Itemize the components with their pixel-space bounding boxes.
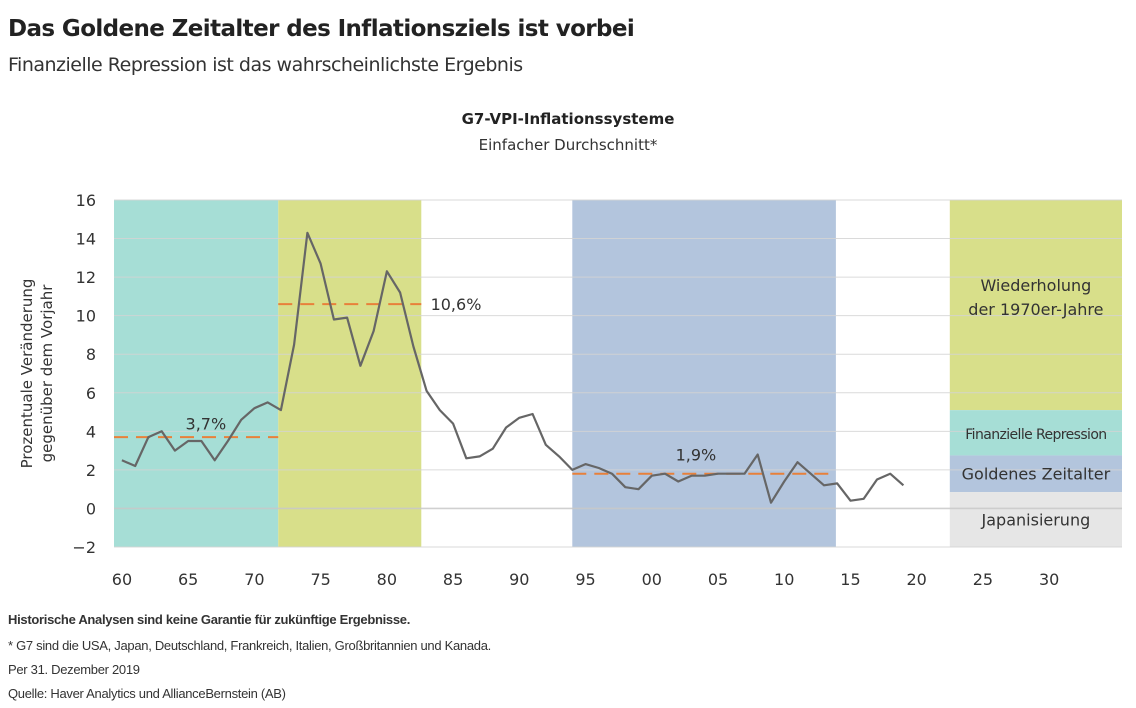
footer-note: * G7 sind die USA, Japan, Deutschland, F… bbox=[8, 638, 491, 653]
scenario-band bbox=[949, 410, 1122, 456]
scenario-band bbox=[949, 200, 1122, 411]
x-tick-label: 20 bbox=[907, 570, 927, 589]
x-tick-label: 90 bbox=[509, 570, 529, 589]
y-tick-label: 6 bbox=[86, 384, 96, 403]
x-tick-label: 70 bbox=[244, 570, 264, 589]
x-tick-label: 30 bbox=[1039, 570, 1059, 589]
y-tick-label: 0 bbox=[86, 499, 96, 518]
x-tick-label: 85 bbox=[443, 570, 463, 589]
regime-bands bbox=[114, 200, 836, 547]
scenario-panel bbox=[949, 200, 1122, 547]
scenario-label: der 1970er-Jahre bbox=[968, 300, 1103, 319]
x-tick-label: 00 bbox=[642, 570, 662, 589]
x-tick-label: 05 bbox=[708, 570, 728, 589]
average-lines bbox=[114, 303, 831, 475]
regime-1970s bbox=[278, 200, 422, 547]
regime-1960s bbox=[114, 200, 279, 547]
average-label: 1,9% bbox=[676, 445, 717, 464]
scenario-band bbox=[949, 455, 1122, 493]
average-label: 10,6% bbox=[431, 295, 482, 314]
footer-source: Quelle: Haver Analytics und AllianceBern… bbox=[8, 686, 286, 701]
page-title: Das Goldene Zeitalter des Inflationsziel… bbox=[8, 16, 635, 42]
chart-subtitle: Einfacher Durchschnitt* bbox=[478, 136, 658, 154]
series-line bbox=[121, 231, 905, 504]
x-tick-label: 60 bbox=[112, 570, 132, 589]
scenario-band bbox=[949, 492, 1122, 547]
y-tick-label: 2 bbox=[86, 461, 96, 480]
chart-title: G7-VPI-Inflationssysteme bbox=[461, 110, 675, 128]
y-tick-label: 4 bbox=[86, 422, 96, 441]
y-axis-label-line: gegenüber dem Vorjahr bbox=[38, 284, 56, 463]
footer-disclaimer: Historische Analysen sind keine Garantie… bbox=[8, 612, 411, 627]
x-tick-label: 75 bbox=[310, 570, 330, 589]
footer-date: Per 31. Dezember 2019 bbox=[8, 662, 140, 677]
chart-canvas: 3,7% 10,6% 1,9% Wiederholung der 1970er-Jahr… bbox=[18, 191, 1122, 589]
x-tick-label: 10 bbox=[774, 570, 794, 589]
page-subtitle: Finanzielle Repression ist das wahrschei… bbox=[8, 54, 523, 76]
y-axis-label: Prozentuale Veränderung gegenüber dem Vor… bbox=[18, 279, 56, 469]
gridlines bbox=[114, 199, 1122, 548]
y-tick-label: 16 bbox=[76, 191, 96, 210]
scenario-label: Wiederholung bbox=[980, 276, 1091, 295]
y-tick-label: 14 bbox=[76, 230, 96, 249]
regime-golden-age bbox=[572, 200, 836, 547]
y-tick-label: 12 bbox=[76, 268, 96, 287]
y-tick-label: −2 bbox=[72, 538, 96, 557]
y-axis-label-line: Prozentuale Veränderung bbox=[18, 279, 36, 469]
x-tick-label: 25 bbox=[973, 570, 993, 589]
scenario-label: Goldenes Zeitalter bbox=[962, 465, 1111, 484]
x-tick-label: 15 bbox=[840, 570, 860, 589]
scenario-label: Japanisierung bbox=[981, 511, 1091, 530]
x-tick-label: 80 bbox=[377, 570, 397, 589]
x-tick-label: 65 bbox=[178, 570, 198, 589]
series-lines bbox=[121, 231, 905, 504]
x-axis-ticks: 60 65 70 75 80 85 90 95 00 05 10 15 20 25 30 bbox=[112, 570, 1060, 589]
scenario-label: Finanzielle Repression bbox=[965, 427, 1106, 443]
y-tick-label: 10 bbox=[76, 307, 96, 326]
annotations: 3,7% 10,6% 1,9% Wiederholung der 1970er-Jahr… bbox=[186, 276, 1111, 529]
y-tick-label: 8 bbox=[86, 345, 96, 364]
average-label: 3,7% bbox=[186, 415, 227, 434]
x-tick-label: 95 bbox=[575, 570, 595, 589]
y-axis-ticks: −2 0 2 4 6 8 10 12 14 16 bbox=[72, 191, 96, 557]
